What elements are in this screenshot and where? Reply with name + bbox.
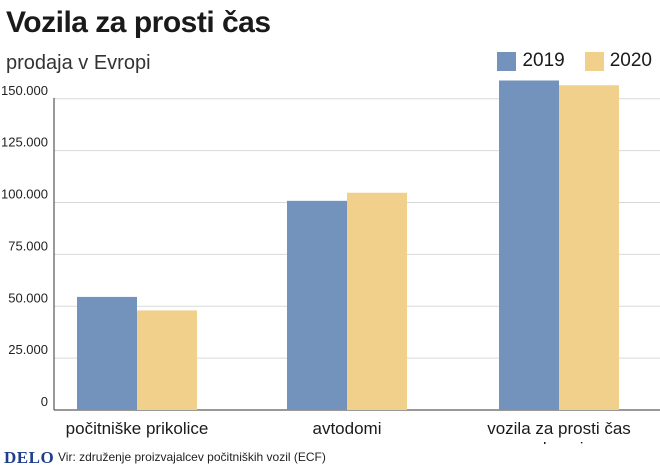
legend-item-2019: 2019 — [497, 50, 565, 72]
source-note: Vir: združenje proizvajalcev počitniških… — [58, 450, 326, 464]
bar-chart: 0 25.000 50.000 75.000 100.000 125.000 150.000… — [1, 80, 660, 444]
legend-swatch-2019 — [497, 51, 517, 71]
bar-2020-0 — [137, 310, 197, 410]
bar-2019-2 — [499, 80, 559, 411]
footer: DELO Vir: združenje proizvajalcev počitn… — [0, 444, 660, 473]
legend-label-2019: 2019 — [522, 50, 565, 71]
x-tick-label-2-0: vozila za prosti čas — [487, 419, 631, 438]
chart-subtitle: prodaja v Evropi — [6, 52, 151, 74]
x-tick-label-2-1: skupaj — [534, 439, 583, 444]
x-tick-label-0-0: počitniške prikolice — [66, 419, 209, 438]
bar-2019-1 — [287, 200, 347, 410]
legend-item-2020: 2020 — [584, 50, 652, 72]
bar-2020-1 — [347, 192, 407, 410]
y-tick-label-4: 100.000 — [1, 187, 48, 202]
x-tick-label-1-0: avtodomi — [313, 419, 382, 438]
legend: 2019 2020 — [485, 50, 652, 72]
legend-swatch-2020 — [584, 51, 604, 71]
bar-2019-0 — [77, 296, 137, 410]
y-tick-label-2: 50.000 — [8, 290, 48, 305]
y-tick-label-1: 25.000 — [8, 342, 48, 357]
y-tick-label-3: 75.000 — [8, 238, 48, 253]
bar-2020-2 — [559, 85, 619, 410]
y-tick-label-6: 150.000 — [1, 83, 48, 98]
legend-label-2020: 2020 — [609, 50, 652, 71]
y-tick-label-5: 125.000 — [1, 135, 48, 150]
delo-logo: DELO — [4, 448, 55, 467]
chart-title: Vozila za prosti čas — [6, 6, 271, 39]
y-tick-label-0: 0 — [41, 394, 48, 409]
